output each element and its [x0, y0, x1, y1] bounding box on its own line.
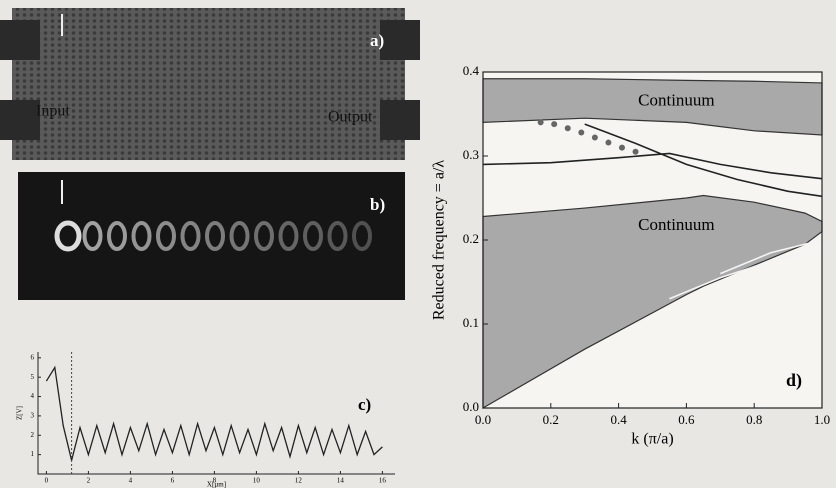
y-tick-label: 0.4 — [463, 63, 480, 78]
light-spot — [254, 221, 274, 251]
x-tick-label: 0.0 — [475, 412, 491, 427]
light-spot — [131, 221, 152, 251]
data-point — [564, 125, 571, 132]
waveguide — [0, 100, 40, 140]
area-label: Continuum — [638, 215, 715, 234]
input-label: Input — [36, 103, 70, 120]
x-tick-label: 0.8 — [746, 412, 762, 427]
x-axis-label: k (π/a) — [631, 431, 673, 448]
panel-label: c) — [358, 395, 371, 414]
data-point — [618, 144, 625, 151]
area-label: Continuum — [638, 90, 715, 109]
panel-label: b) — [370, 195, 385, 214]
light-spot — [327, 221, 348, 251]
output-label: Output — [328, 109, 373, 126]
panel-b: b) — [18, 172, 405, 300]
y-tick-label: 0.1 — [463, 315, 479, 330]
panel-label: d) — [786, 370, 802, 391]
waveguide — [0, 20, 40, 60]
data-point — [537, 119, 544, 126]
waveguide — [380, 100, 420, 140]
y-tick-label: 3 — [31, 412, 35, 420]
data-point — [605, 139, 612, 146]
data-point — [591, 134, 598, 141]
x-axis-label: X[µm] — [207, 481, 226, 488]
light-spot — [156, 221, 176, 251]
data-point — [632, 148, 639, 155]
y-tick-label: 0.3 — [463, 147, 479, 162]
profile-line — [45, 365, 383, 461]
panel-label: a) — [370, 31, 384, 50]
data-point — [578, 129, 585, 136]
x-tick-label: 10 — [253, 477, 261, 485]
y-tick-label: 0.2 — [463, 231, 479, 246]
x-tick-label: 0.6 — [678, 412, 695, 427]
band-line — [482, 152, 823, 180]
light-spot — [278, 221, 299, 251]
sem-image — [12, 8, 405, 160]
y-tick-label: 1 — [31, 450, 35, 458]
panel-a: a) Input Output — [0, 8, 420, 160]
x-tick-label: 4 — [129, 477, 133, 485]
x-tick-label: 2 — [87, 477, 91, 485]
y-axis-label: Reduced frequency = a/λ — [431, 160, 448, 321]
x-tick-label: 0 — [45, 477, 49, 485]
light-spot — [107, 221, 127, 251]
data-point — [551, 121, 558, 128]
y-axis-label: Z[V] — [16, 406, 24, 420]
waveguide — [380, 20, 420, 60]
x-tick-label: 0.2 — [543, 412, 559, 427]
x-tick-label: 6 — [171, 477, 175, 485]
band-line — [669, 247, 823, 300]
light-spot — [54, 220, 82, 252]
x-tick-label: 1.0 — [814, 412, 830, 427]
light-spot — [352, 221, 372, 251]
x-tick-label: 16 — [379, 477, 387, 485]
spots — [54, 220, 372, 252]
y-tick-label: 0.0 — [463, 399, 479, 414]
x-tick-label: 0.4 — [610, 412, 627, 427]
light-spot — [229, 221, 250, 251]
x-tick-label: 12 — [295, 477, 303, 485]
light-spot — [205, 221, 225, 251]
light-spot — [303, 221, 323, 251]
x-tick-label: 8 — [213, 477, 217, 485]
light-spot — [180, 221, 201, 251]
axes — [37, 352, 395, 475]
band-line — [719, 239, 823, 275]
y-tick-label: 6 — [31, 353, 35, 361]
light-spot — [82, 221, 103, 251]
x-tick-label: 14 — [337, 477, 345, 485]
y-tick-label: 4 — [31, 392, 35, 400]
y-tick-label: 2 — [31, 431, 35, 439]
band-line — [584, 123, 823, 198]
y-tick-label: 5 — [31, 373, 35, 381]
